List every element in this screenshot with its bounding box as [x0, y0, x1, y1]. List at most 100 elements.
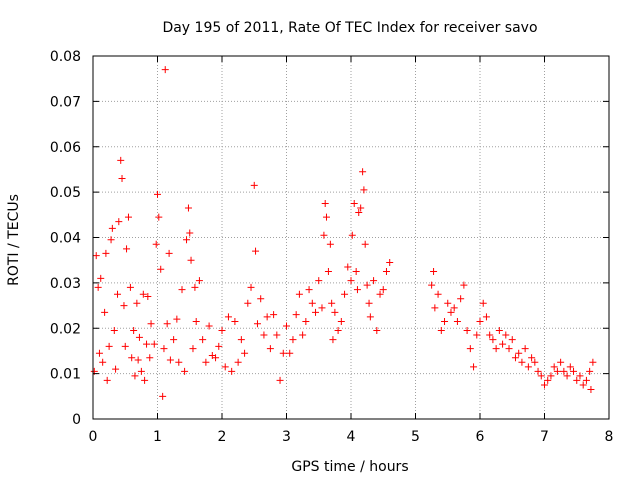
data-point — [376, 290, 384, 298]
data-point — [224, 313, 232, 321]
y-tick-label: 0.08 — [50, 49, 81, 65]
data-point — [524, 363, 532, 371]
x-tick-label: 3 — [282, 429, 291, 445]
data-point — [363, 281, 371, 289]
data-point — [361, 240, 369, 248]
data-point — [308, 299, 316, 307]
data-point — [447, 308, 455, 316]
data-point — [550, 363, 558, 371]
data-point — [252, 247, 260, 255]
data-point — [495, 327, 503, 335]
data-point — [534, 367, 542, 375]
data-point — [457, 295, 465, 303]
data-point — [170, 336, 178, 344]
data-point — [573, 376, 581, 384]
data-point — [299, 331, 307, 339]
data-point — [234, 358, 242, 366]
x-tick-label: 7 — [540, 429, 549, 445]
data-point — [463, 327, 471, 335]
data-point — [444, 299, 452, 307]
data-point — [570, 367, 578, 375]
data-point — [215, 342, 223, 350]
data-point — [563, 372, 571, 380]
data-point — [117, 156, 125, 164]
data-point — [350, 199, 358, 207]
axis-ticks: 0 1 2 3 4 5 6 7 8 0 0.01 0.02 0.03 0.04 0.05 0.06 0.07 0.… — [50, 49, 614, 445]
y-axis-label: ROTI / TECUs — [6, 194, 22, 286]
data-point — [492, 345, 500, 353]
grid — [93, 56, 609, 419]
data-point — [341, 290, 349, 298]
x-tick-label: 5 — [411, 429, 420, 445]
data-point — [121, 342, 129, 350]
data-point — [344, 263, 352, 271]
data-point — [154, 190, 161, 198]
data-point — [107, 236, 115, 244]
data-point — [541, 381, 548, 389]
data-point — [382, 268, 390, 276]
data-point — [283, 322, 290, 330]
data-point — [355, 209, 363, 217]
x-tick-label: 0 — [89, 429, 98, 445]
data-point — [453, 317, 461, 325]
data-point — [515, 349, 523, 357]
data-point — [110, 327, 118, 335]
data-point — [579, 381, 587, 389]
x-tick-label: 1 — [153, 429, 162, 445]
data-point — [143, 340, 151, 348]
data-point — [114, 290, 122, 298]
data-point — [276, 376, 284, 384]
data-point — [118, 175, 126, 183]
x-axis-label: GPS time / hours — [291, 459, 408, 475]
data-point — [521, 345, 529, 353]
y-tick-label: 0.02 — [50, 321, 81, 337]
data-point — [292, 311, 300, 319]
y-tick-label: 0.05 — [50, 185, 81, 201]
data-point — [321, 199, 329, 207]
data-point — [257, 295, 265, 303]
data-point — [178, 286, 186, 294]
data-point — [92, 252, 100, 260]
data-point — [589, 358, 597, 366]
chart-title: Day 195 of 2011, Rate Of TEC Index for r… — [162, 20, 537, 36]
data-point — [479, 299, 487, 307]
y-tick-label: 0 — [72, 412, 81, 428]
data-point — [544, 376, 552, 384]
data-point — [95, 349, 103, 357]
data-point — [431, 304, 439, 312]
data-point — [518, 358, 526, 366]
data-point — [155, 213, 163, 221]
data-point — [450, 304, 458, 312]
data-point — [348, 231, 356, 239]
data-point — [260, 331, 268, 339]
y-tick-label: 0.04 — [50, 231, 81, 247]
data-point — [560, 367, 568, 375]
data-points — [90, 66, 597, 400]
data-point — [337, 317, 345, 325]
data-point — [460, 281, 468, 289]
x-tick-label: 8 — [605, 429, 614, 445]
data-point — [528, 354, 536, 362]
data-point — [130, 327, 138, 335]
y-tick-label: 0.06 — [50, 140, 81, 156]
data-point — [505, 345, 513, 353]
data-point — [347, 277, 355, 285]
data-point — [241, 349, 249, 357]
data-point — [163, 320, 171, 328]
data-point — [499, 340, 507, 348]
data-point — [489, 336, 497, 344]
data-point — [124, 213, 132, 221]
x-tick-label: 4 — [347, 429, 356, 445]
data-point — [99, 358, 107, 366]
data-point — [191, 283, 199, 291]
data-point — [133, 299, 141, 307]
data-point — [366, 313, 374, 321]
data-point — [470, 363, 478, 371]
data-point — [150, 340, 158, 348]
data-point — [331, 308, 339, 316]
data-point — [476, 317, 484, 325]
data-point — [537, 372, 545, 380]
data-point — [160, 345, 168, 353]
data-point — [218, 327, 226, 335]
